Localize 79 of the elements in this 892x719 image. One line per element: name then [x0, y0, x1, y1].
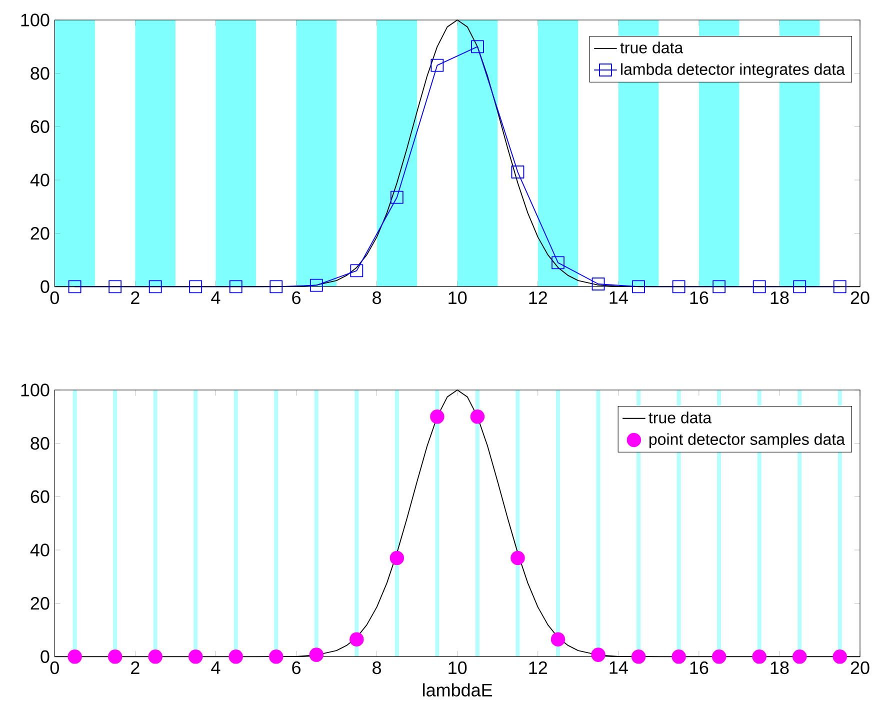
point [310, 278, 323, 292]
x-tick-label: 18 [770, 661, 789, 674]
point [390, 190, 404, 204]
x-tick-label: 18 [770, 291, 789, 304]
point [68, 280, 82, 294]
point [632, 280, 646, 294]
x-tick-label: 20 [850, 661, 870, 674]
x-tick-label: 12 [529, 661, 547, 674]
legend-label: lambda detector integrates data [621, 63, 845, 78]
x-tick-label: 10 [448, 661, 467, 674]
point [228, 650, 244, 664]
point [511, 166, 524, 178]
point [189, 280, 202, 294]
point [270, 280, 283, 294]
point [752, 650, 766, 664]
point [510, 550, 525, 566]
point [471, 40, 484, 54]
legend-label: point detector samples data [649, 433, 845, 448]
point [672, 650, 686, 664]
x-tick-label: 0 [50, 291, 59, 304]
point [792, 650, 807, 664]
x-tick-label: 8 [372, 291, 382, 304]
point [592, 278, 605, 290]
point [309, 648, 324, 662]
y-tick-label: 100 [21, 14, 50, 26]
x-tick-label: 2 [131, 291, 140, 304]
x-tick-label: 8 [372, 661, 382, 674]
x-tick-label: 4 [211, 291, 220, 304]
point [470, 410, 485, 424]
point [793, 280, 806, 294]
point [350, 632, 364, 646]
point [350, 264, 364, 278]
x-axis-title: lambdaE [423, 683, 492, 696]
y-tick-label: 0 [40, 280, 50, 294]
point [269, 650, 284, 664]
point [752, 280, 766, 294]
y-tick-label: 20 [30, 596, 50, 610]
point [712, 650, 726, 664]
y-tick-label: 60 [30, 490, 50, 504]
legend-label: true data [620, 42, 684, 54]
point [591, 648, 606, 662]
point [390, 550, 404, 566]
x-tick-label: 16 [690, 661, 708, 674]
x-tick-label: 10 [448, 291, 467, 304]
point [430, 410, 444, 424]
y-tick-label: 60 [30, 120, 50, 134]
legend-label: true data [648, 412, 712, 424]
point [68, 650, 82, 664]
x-tick-label: 6 [292, 291, 300, 304]
point [148, 280, 162, 294]
x-tick-label: 6 [292, 661, 300, 674]
y-tick-label: 80 [30, 436, 50, 450]
point [108, 650, 122, 664]
y-tick-label: 80 [30, 66, 50, 80]
x-tick-label: 4 [211, 661, 220, 674]
x-tick-label: 16 [690, 291, 708, 304]
point [832, 650, 848, 664]
point [833, 280, 846, 294]
point [672, 280, 686, 294]
point [148, 650, 162, 664]
y-tick-label: 100 [21, 384, 50, 396]
y-tick-label: 40 [30, 544, 50, 556]
point [550, 632, 566, 646]
x-tick-label: 20 [850, 291, 870, 304]
point [552, 256, 564, 270]
x-tick-label: 0 [50, 661, 59, 674]
point [631, 650, 646, 664]
point [108, 280, 122, 294]
y-tick-label: 20 [30, 226, 50, 240]
point [229, 280, 242, 294]
x-tick-label: 2 [131, 661, 140, 674]
point [430, 58, 444, 72]
point [188, 650, 203, 664]
x-tick-label: 14 [610, 291, 628, 304]
point [712, 280, 726, 294]
y-tick-label: 40 [30, 174, 50, 186]
x-tick-label: 14 [610, 661, 628, 674]
y-tick-label: 0 [40, 650, 50, 664]
x-tick-label: 12 [529, 291, 547, 304]
